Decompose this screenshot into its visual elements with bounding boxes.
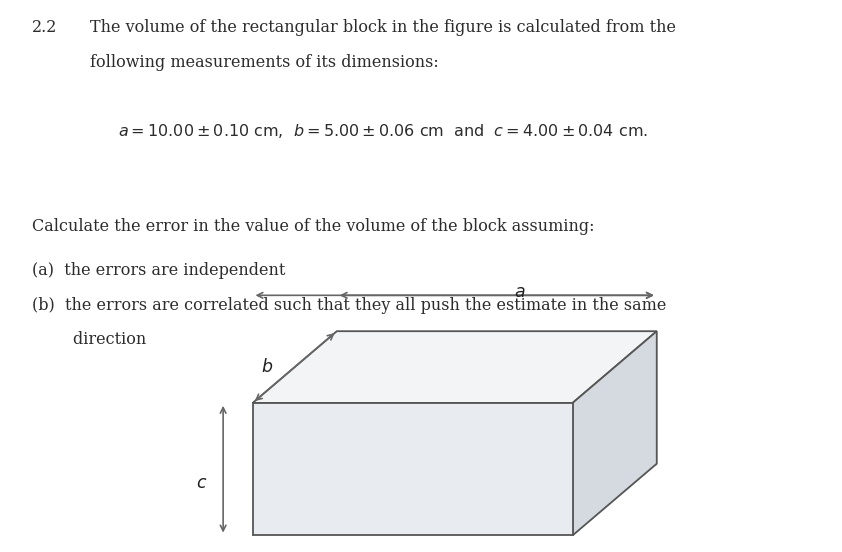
Text: $a$: $a$	[514, 284, 525, 301]
Text: Calculate the error in the value of the volume of the block assuming:: Calculate the error in the value of the …	[32, 218, 594, 235]
Text: direction: direction	[32, 331, 147, 348]
Text: $a = 10.00 \pm 0.10$ cm,  $b = 5.00 \pm 0.06$ cm  and  $c = 4.00 \pm 0.04$ cm.: $a = 10.00 \pm 0.10$ cm, $b = 5.00 \pm 0…	[118, 122, 647, 140]
Polygon shape	[573, 331, 657, 535]
Polygon shape	[253, 331, 657, 403]
Text: $b$: $b$	[261, 358, 273, 376]
Text: The volume of the rectangular block in the figure is calculated from the: The volume of the rectangular block in t…	[90, 19, 676, 36]
Text: following measurements of its dimensions:: following measurements of its dimensions…	[90, 54, 439, 71]
Text: (b)  the errors are correlated such that they all push the estimate in the same: (b) the errors are correlated such that …	[32, 296, 666, 314]
Text: 2.2: 2.2	[32, 19, 57, 36]
Text: (a)  the errors are independent: (a) the errors are independent	[32, 262, 285, 279]
Text: $c$: $c$	[196, 475, 208, 491]
Polygon shape	[253, 403, 573, 535]
